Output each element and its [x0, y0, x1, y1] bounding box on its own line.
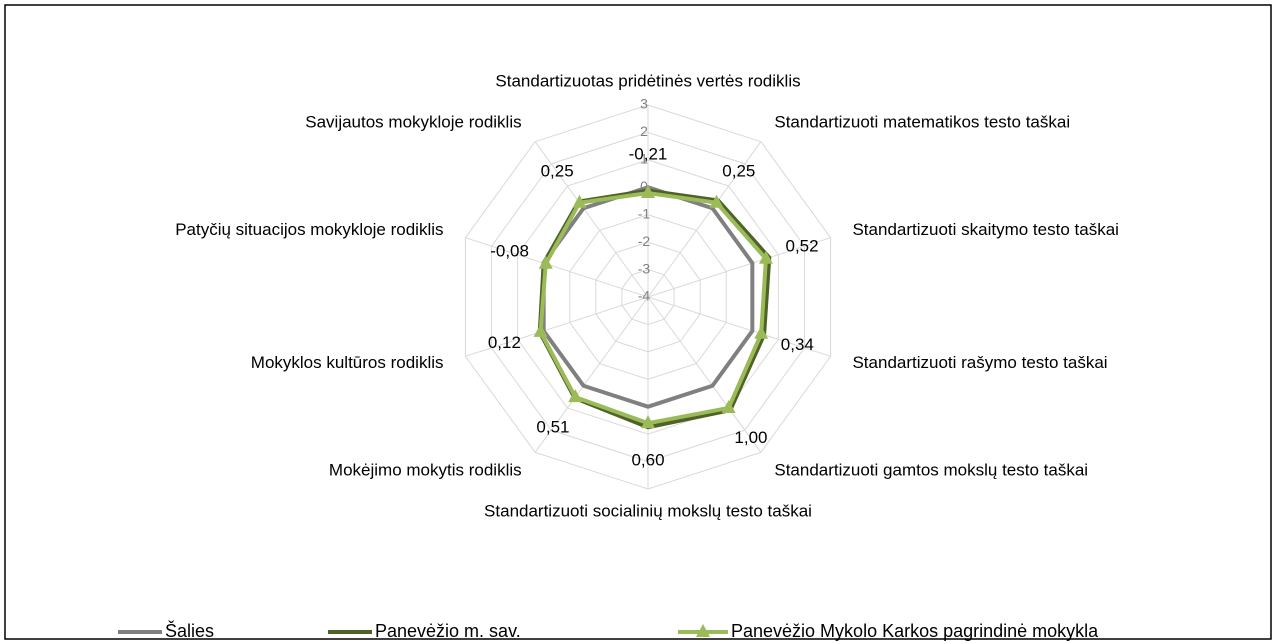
- marker: [721, 399, 736, 413]
- data-label: 0,51: [536, 417, 569, 436]
- tick-label: 2: [640, 123, 648, 139]
- chart-frame: [4, 4, 1272, 640]
- category-label: Mokyklos kultūros rodiklis: [251, 353, 444, 372]
- category-label: Patyčių situacijos mokykloje rodiklis: [175, 220, 443, 239]
- category-label: Savijautos mokykloje rodiklis: [305, 113, 521, 132]
- data-label: 0,12: [488, 333, 521, 352]
- marker: [572, 194, 587, 208]
- data-label: 0,25: [541, 161, 574, 180]
- data-label: 0,60: [631, 451, 664, 470]
- marker: [754, 325, 769, 339]
- marker: [568, 389, 583, 403]
- category-label: Standartizuotas pridėtinės vertės rodikl…: [495, 71, 800, 90]
- marker: [758, 250, 773, 264]
- data-label: 0,34: [781, 335, 814, 354]
- spoke: [534, 141, 649, 298]
- category-label: Standartizuoti matematikos testo taškai: [774, 113, 1070, 132]
- tick-label: -3: [638, 260, 651, 276]
- spoke: [647, 296, 831, 357]
- marker: [641, 185, 655, 199]
- category-label: Mokėjimo mokytis rodiklis: [329, 460, 522, 479]
- data-label: 1,00: [734, 428, 767, 447]
- spoke: [465, 296, 649, 357]
- tick-label: 0: [640, 178, 648, 194]
- legend-label: Panevėžio Mykolo Karkos pagrindinė mokyk…: [731, 621, 1099, 641]
- spoke: [534, 296, 649, 453]
- data-label: 0,25: [722, 161, 755, 180]
- marker: [709, 194, 724, 208]
- data-label: -0,21: [629, 145, 668, 164]
- legend-marker: [696, 624, 710, 637]
- tick-label: -4: [638, 288, 651, 304]
- marker: [533, 323, 548, 337]
- legend-label: Šalies: [165, 620, 214, 641]
- legend-label: Panevėžio m. sav.: [375, 621, 521, 641]
- marker: [641, 415, 655, 429]
- data-label: -0,08: [490, 242, 529, 261]
- spoke: [647, 296, 762, 453]
- spoke: [647, 237, 831, 298]
- category-label: Standartizuoti rašymo testo taškai: [852, 353, 1107, 372]
- tick-label: -2: [638, 233, 651, 249]
- tick-label: 1: [640, 151, 648, 167]
- tick-label: 3: [640, 96, 648, 112]
- category-label: Standartizuoti skaitymo testo taškai: [852, 220, 1118, 239]
- category-label: Standartizuoti socialinių mokslų testo t…: [484, 501, 812, 520]
- data-label: 0,52: [786, 236, 819, 255]
- tick-label: -1: [638, 205, 651, 221]
- marker: [538, 255, 553, 269]
- spoke: [465, 237, 649, 298]
- spoke: [647, 141, 762, 298]
- category-label: Standartizuoti gamtos mokslų testo taška…: [774, 460, 1088, 479]
